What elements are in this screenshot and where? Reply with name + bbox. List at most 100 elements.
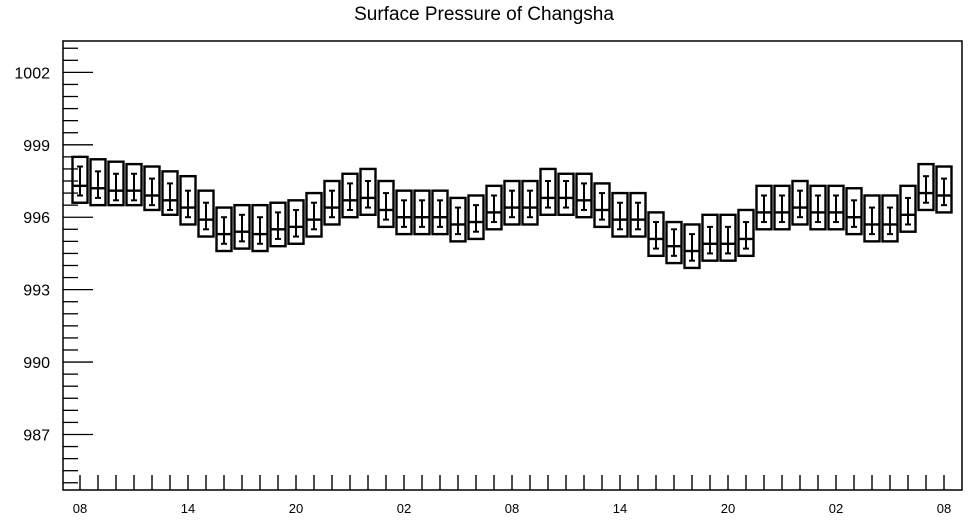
box-body: [557, 172, 575, 217]
box-mark: [161, 170, 179, 217]
box-mark: [197, 189, 215, 238]
box-mark: [665, 220, 683, 265]
x-tick-label: 08: [73, 501, 87, 516]
box-mark: [935, 165, 953, 214]
box-mark: [557, 172, 575, 217]
box-body: [359, 167, 377, 217]
box-body: [305, 191, 323, 238]
box-mark: [647, 211, 665, 258]
box-mark: [539, 167, 557, 217]
box-body: [647, 211, 665, 258]
box-body: [197, 189, 215, 238]
box-body: [179, 174, 197, 226]
box-mark: [521, 179, 539, 226]
box-mark: [71, 155, 89, 204]
box-mark: [863, 194, 881, 243]
box-body: [845, 187, 863, 236]
box-mark: [431, 189, 449, 236]
box-mark: [485, 184, 503, 231]
box-mark: [449, 196, 467, 243]
y-tick-label: 993: [23, 283, 50, 300]
box-body: [467, 194, 485, 241]
box-mark: [125, 162, 143, 207]
box-mark: [575, 172, 593, 219]
x-tick-label: 20: [289, 501, 303, 516]
y-tick-label: 1002: [14, 65, 50, 82]
box-body: [89, 158, 107, 207]
box-body: [791, 179, 809, 226]
box-mark: [89, 158, 107, 207]
box-mark: [629, 191, 647, 238]
x-tick-label: 02: [829, 501, 843, 516]
box-mark: [305, 191, 323, 238]
box-mark: [917, 162, 935, 212]
box-body: [629, 191, 647, 238]
box-body: [719, 213, 737, 262]
box-body: [683, 223, 701, 270]
box-body: [809, 184, 827, 231]
box-body: [215, 206, 233, 253]
box-body: [377, 179, 395, 229]
box-mark: [413, 189, 431, 236]
box-mark: [791, 179, 809, 226]
y-tick-label: 987: [23, 427, 50, 444]
box-body: [269, 201, 287, 248]
y-tick-label: 996: [23, 210, 50, 227]
box-mark: [701, 213, 719, 262]
box-body: [323, 179, 341, 226]
x-tick-label: 14: [613, 501, 627, 516]
y-tick-label: 990: [23, 355, 50, 372]
box-body: [233, 203, 251, 250]
x-tick-label: 20: [721, 501, 735, 516]
box-mark: [269, 201, 287, 248]
x-tick-label: 02: [397, 501, 411, 516]
box-body: [701, 213, 719, 262]
box-body: [125, 162, 143, 207]
box-body: [485, 184, 503, 231]
box-body: [539, 167, 557, 217]
box-mark: [683, 223, 701, 270]
box-mark: [827, 184, 845, 231]
box-body: [611, 191, 629, 238]
x-axis: 08 14 20 02 08 14 20 02 08: [73, 475, 951, 516]
box-body: [71, 155, 89, 204]
box-mark: [737, 208, 755, 258]
box-body: [143, 165, 161, 212]
box-mark: [593, 182, 611, 229]
box-body: [899, 184, 917, 233]
box-mark: [179, 174, 197, 226]
box-body: [431, 189, 449, 236]
box-body: [503, 179, 521, 226]
box-body: [773, 184, 791, 231]
box-mark: [143, 165, 161, 212]
box-body: [863, 194, 881, 243]
y-tick-label: 999: [23, 138, 50, 155]
box-mark: [503, 179, 521, 226]
y-axis: 987 990 993 996 999 1002: [14, 47, 93, 484]
x-tick-label: 08: [937, 501, 951, 516]
box-mark: [755, 184, 773, 231]
box-mark: [341, 172, 359, 219]
plot-area: [62, 40, 963, 491]
box-mark: [719, 213, 737, 262]
box-body: [935, 165, 953, 214]
box-body: [413, 189, 431, 236]
box-mark: [809, 184, 827, 231]
box-body: [575, 172, 593, 219]
x-tick-label: 08: [505, 501, 519, 516]
box-mark: [251, 203, 269, 253]
box-mark: [467, 194, 485, 241]
box-mark: [611, 191, 629, 238]
series-boxes: [71, 155, 953, 270]
chart-title: Surface Pressure of Changsha: [354, 4, 614, 25]
box-mark: [287, 199, 305, 245]
box-mark: [395, 189, 413, 236]
box-mark: [845, 187, 863, 236]
box-body: [395, 189, 413, 236]
box-body: [737, 208, 755, 258]
box-body: [881, 194, 899, 243]
box-body: [107, 160, 125, 207]
box-body: [287, 199, 305, 245]
box-mark: [215, 206, 233, 253]
